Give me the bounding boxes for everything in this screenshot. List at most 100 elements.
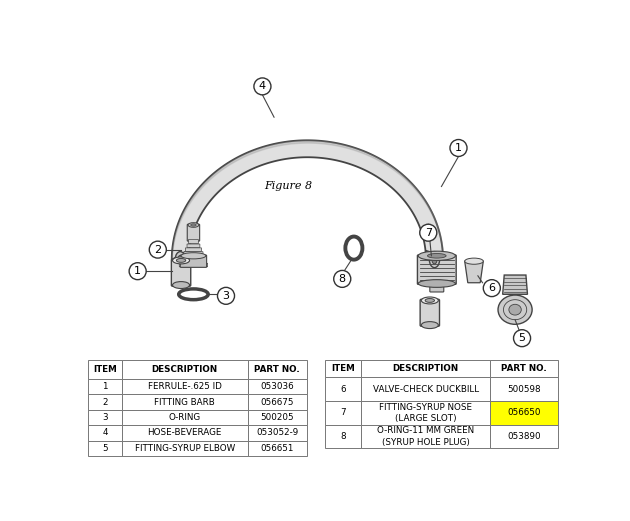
Ellipse shape (509, 304, 521, 315)
Bar (88, 394, 122, 410)
Bar (490, 377, 558, 401)
FancyBboxPatch shape (188, 239, 198, 244)
Ellipse shape (425, 299, 435, 302)
Bar (361, 359, 490, 377)
Ellipse shape (178, 255, 183, 264)
Ellipse shape (418, 251, 455, 260)
Circle shape (254, 78, 271, 95)
FancyBboxPatch shape (430, 281, 444, 292)
Bar (88, 441, 122, 456)
Text: 500205: 500205 (260, 413, 294, 422)
Text: O-RING: O-RING (169, 413, 201, 422)
Bar (325, 401, 361, 425)
Ellipse shape (181, 253, 206, 259)
Bar (88, 425, 122, 441)
Text: 500598: 500598 (507, 384, 541, 394)
Bar (122, 379, 248, 394)
Text: HOSE-BEVERAGE: HOSE-BEVERAGE (147, 428, 222, 438)
Bar (88, 359, 122, 379)
Bar (248, 410, 307, 425)
Text: FITTING-SYRUP ELBOW: FITTING-SYRUP ELBOW (135, 444, 235, 453)
Bar (122, 394, 248, 410)
Circle shape (483, 280, 500, 296)
Text: Figure 8: Figure 8 (264, 181, 312, 192)
Polygon shape (172, 140, 443, 268)
Ellipse shape (498, 295, 532, 324)
Text: 056675: 056675 (260, 398, 294, 406)
Text: DESCRIPTION: DESCRIPTION (392, 364, 459, 373)
Text: 056650: 056650 (507, 408, 541, 417)
FancyBboxPatch shape (182, 256, 205, 259)
Ellipse shape (173, 257, 190, 264)
Text: 4: 4 (102, 428, 108, 438)
Ellipse shape (349, 241, 358, 255)
Ellipse shape (188, 222, 199, 227)
Ellipse shape (432, 255, 437, 264)
Bar (361, 377, 490, 401)
Text: 056651: 056651 (260, 444, 294, 453)
Text: 8: 8 (339, 274, 346, 284)
Circle shape (129, 263, 146, 280)
Ellipse shape (430, 252, 440, 268)
Bar (325, 359, 361, 377)
Ellipse shape (176, 258, 186, 263)
Text: DESCRIPTION: DESCRIPTION (152, 365, 218, 374)
Ellipse shape (184, 292, 203, 296)
FancyBboxPatch shape (420, 299, 440, 326)
Bar (122, 441, 248, 456)
Text: 5: 5 (518, 333, 525, 343)
Circle shape (450, 140, 467, 156)
Bar (248, 441, 307, 456)
Text: FITTING-SYRUP NOSE
(LARGE SLOT): FITTING-SYRUP NOSE (LARGE SLOT) (379, 403, 472, 423)
FancyBboxPatch shape (181, 259, 206, 263)
Text: 2: 2 (154, 245, 161, 255)
Text: 3: 3 (102, 413, 108, 422)
Text: 3: 3 (222, 291, 229, 301)
Text: ITEM: ITEM (331, 364, 355, 373)
FancyBboxPatch shape (184, 252, 203, 255)
Ellipse shape (465, 258, 483, 264)
Text: ITEM: ITEM (93, 365, 117, 374)
Ellipse shape (421, 321, 438, 329)
FancyBboxPatch shape (418, 255, 456, 284)
Text: O-RING-11 MM GREEN
(SYRUP HOLE PLUG): O-RING-11 MM GREEN (SYRUP HOLE PLUG) (377, 426, 474, 446)
FancyBboxPatch shape (185, 248, 202, 252)
Bar (361, 425, 490, 448)
FancyBboxPatch shape (187, 224, 200, 241)
Bar (122, 425, 248, 441)
Bar (490, 401, 558, 425)
Bar (248, 359, 307, 379)
Text: 5: 5 (102, 444, 108, 453)
Text: 6: 6 (340, 384, 346, 394)
Bar (122, 410, 248, 425)
Text: 6: 6 (488, 283, 495, 293)
FancyBboxPatch shape (187, 244, 200, 247)
Bar (248, 379, 307, 394)
Text: FERRULE-.625 ID: FERRULE-.625 ID (148, 382, 222, 391)
Text: 4: 4 (259, 81, 266, 91)
Circle shape (420, 224, 437, 241)
Text: 053890: 053890 (507, 432, 541, 441)
Text: 8: 8 (340, 432, 346, 441)
Text: 053052-9: 053052-9 (256, 428, 298, 438)
Bar (88, 379, 122, 394)
Text: FITTING BARB: FITTING BARB (154, 398, 215, 406)
Text: 7: 7 (425, 228, 432, 238)
Circle shape (513, 330, 530, 346)
Circle shape (149, 241, 166, 258)
Ellipse shape (421, 297, 438, 304)
Ellipse shape (418, 280, 455, 288)
Bar (490, 359, 558, 377)
Text: 053036: 053036 (260, 382, 294, 391)
FancyBboxPatch shape (180, 263, 208, 267)
Circle shape (217, 288, 234, 304)
Bar (325, 377, 361, 401)
Ellipse shape (173, 281, 190, 289)
Bar (325, 425, 361, 448)
Text: 1: 1 (102, 382, 108, 391)
Polygon shape (465, 261, 483, 283)
Polygon shape (503, 275, 527, 294)
Bar (490, 425, 558, 448)
Ellipse shape (428, 254, 446, 258)
Bar (361, 401, 490, 425)
